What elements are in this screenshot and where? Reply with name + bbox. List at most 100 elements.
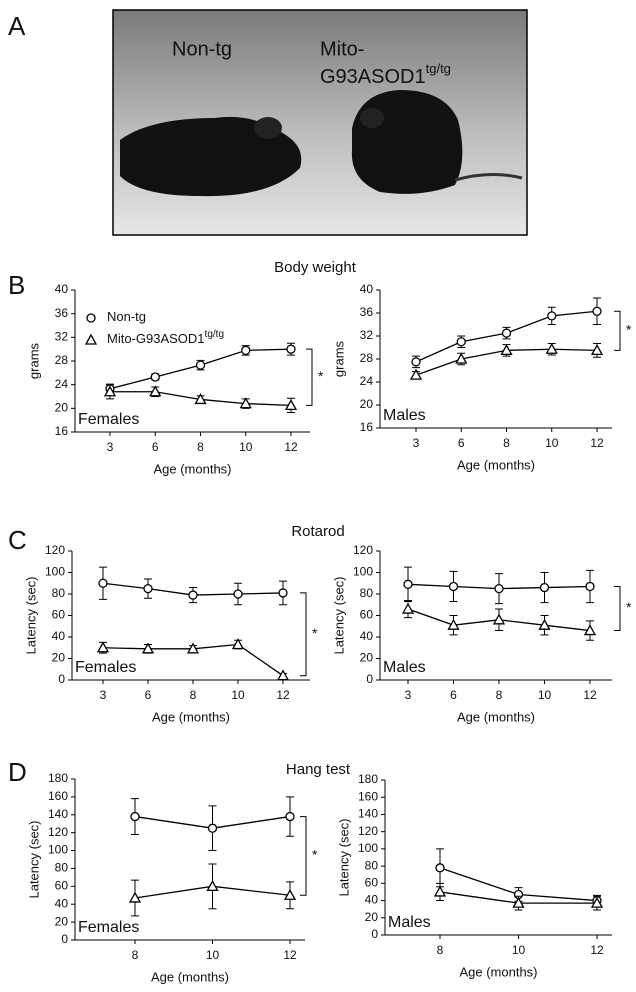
y-tick-label: 80 [360, 586, 374, 600]
x-tick-label: 6 [450, 688, 457, 702]
y-tick-label: 60 [360, 608, 374, 622]
marker-circle [448, 581, 459, 592]
marker-triangle [433, 885, 447, 897]
y-tick-label: 140 [358, 807, 378, 821]
legend-name: Mito-G93ASOD1 [107, 331, 205, 346]
y-axis-label: grams [331, 340, 346, 377]
marker-triangle [284, 399, 298, 411]
panel-label: B [8, 270, 25, 300]
x-tick-label: 10 [239, 440, 253, 454]
y-tick-label: 20 [55, 401, 69, 415]
significance-star: * [312, 625, 318, 641]
marker-triangle [447, 618, 460, 630]
panel-sex-label: Females [78, 919, 139, 936]
x-tick-label: 10 [512, 943, 526, 957]
panel-sex-label: Males [383, 659, 426, 676]
y-tick-label: 0 [61, 932, 68, 946]
y-tick-label: 140 [48, 807, 68, 821]
marker-triangle [538, 618, 551, 630]
x-tick-label: 3 [107, 440, 114, 454]
x-tick-label: 3 [405, 688, 412, 702]
x-tick-label: 8 [132, 948, 139, 962]
marker-circle [150, 372, 160, 382]
marker-triangle [583, 624, 597, 636]
y-tick-label: 100 [353, 565, 373, 579]
x-axis-label: Age (months) [151, 969, 229, 984]
photo: Non-tg Mito- G93ASOD1tg/tg [112, 9, 528, 236]
y-tick-label: 40 [55, 896, 69, 910]
x-tick-label: 12 [283, 948, 297, 962]
marker-circle [98, 578, 108, 588]
marker-circle [411, 357, 421, 367]
y-tick-label: 36 [360, 305, 374, 319]
y-tick-label: 100 [358, 841, 378, 855]
marker-triangle [590, 896, 604, 908]
marker-circle [241, 345, 251, 356]
y-tick-label: 0 [366, 672, 373, 686]
y-tick-label: 120 [48, 825, 68, 839]
marker-triangle [128, 891, 142, 903]
legend-marker [86, 313, 96, 323]
section-title: Rotarod [291, 523, 344, 540]
marker-circle [285, 811, 295, 822]
y-tick-label: 120 [45, 543, 65, 557]
marker-circle [539, 582, 550, 593]
marker-triangle [401, 602, 415, 614]
marker-circle [207, 823, 218, 833]
y-tick-label: 40 [360, 629, 374, 643]
x-tick-label: 8 [437, 943, 444, 957]
y-tick-label: 40 [55, 282, 69, 296]
marker-triangle [283, 888, 297, 900]
marker-circle [435, 863, 445, 873]
y-tick-label: 100 [45, 565, 65, 579]
marker-triangle [492, 613, 506, 625]
y-axis-label: grams [26, 342, 41, 379]
section-title: Hang test [286, 761, 351, 778]
x-tick-label: 10 [538, 688, 552, 702]
y-tick-label: 60 [55, 879, 69, 893]
significance-star: * [626, 599, 632, 615]
y-tick-label: 16 [55, 424, 69, 438]
x-tick-label: 10 [231, 688, 245, 702]
y-tick-label: 28 [55, 353, 69, 367]
marker-triangle [276, 669, 290, 681]
marker-circle [130, 811, 140, 822]
marker-triangle [103, 385, 117, 397]
x-axis-label: Age (months) [457, 709, 535, 724]
y-tick-label: 20 [365, 910, 379, 924]
marker-triangle [455, 352, 468, 364]
significance-star: * [312, 847, 318, 863]
x-tick-label: 12 [583, 688, 597, 702]
x-tick-label: 12 [284, 440, 298, 454]
x-tick-label: 10 [545, 436, 559, 450]
marker-circle [195, 360, 206, 370]
marker-triangle [500, 344, 513, 356]
marker-triangle [239, 397, 252, 409]
marker-triangle [409, 368, 423, 380]
marker-triangle [141, 642, 155, 654]
legend-label: Mito-G93ASOD1tg/tg [107, 329, 224, 347]
marker-circle [188, 590, 198, 600]
y-tick-label: 40 [52, 629, 66, 643]
marker-circle [501, 328, 512, 338]
marker-circle [286, 344, 296, 354]
photo-label: Non-tg [172, 38, 232, 60]
legend-name: Non-tg [107, 309, 146, 324]
y-tick-label: 20 [360, 651, 374, 665]
x-tick-label: 6 [145, 688, 152, 702]
x-tick-label: 3 [413, 436, 420, 450]
marker-circle [547, 311, 557, 321]
y-axis-label: Latency (sec) [336, 818, 351, 896]
legend-marker [84, 333, 98, 345]
x-tick-label: 8 [190, 688, 197, 702]
y-tick-label: 40 [365, 893, 379, 907]
significance-star: * [318, 368, 324, 384]
x-tick-label: 6 [458, 436, 465, 450]
y-tick-label: 100 [48, 843, 68, 857]
marker-triangle [545, 342, 558, 354]
marker-triangle [96, 641, 110, 653]
y-axis-label: Latency (sec) [23, 576, 38, 654]
y-tick-label: 32 [360, 328, 374, 342]
section-title: Body weight [274, 259, 357, 276]
